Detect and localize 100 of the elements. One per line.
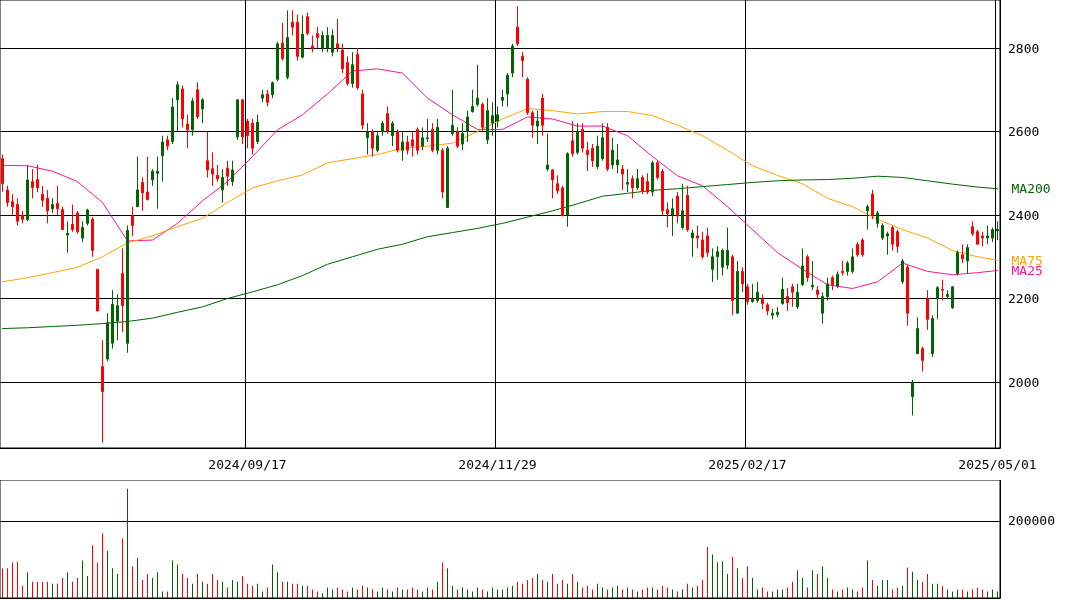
candlestick (411, 131, 414, 158)
candlestick (471, 89, 474, 114)
candlestick (951, 285, 954, 310)
candlestick (871, 189, 874, 220)
candlestick (81, 220, 84, 243)
candlestick (431, 122, 434, 153)
candlestick (771, 308, 774, 320)
candlestick (206, 131, 209, 178)
candlestick (941, 279, 944, 302)
candlestick (591, 143, 594, 168)
candlestick (1, 153, 4, 193)
candlestick (461, 122, 464, 151)
candlestick (906, 264, 909, 327)
candlestick (171, 97, 174, 145)
candlestick (576, 122, 579, 155)
candlestick (971, 220, 974, 237)
candlestick (456, 126, 459, 149)
candlestick (851, 247, 854, 274)
candlestick (61, 206, 64, 231)
x-tick-label: 2024/11/29 (458, 457, 537, 472)
candlestick (546, 133, 549, 172)
candlestick (761, 293, 764, 310)
candlestick (201, 97, 204, 124)
candlestick (31, 168, 34, 199)
candlestick (51, 197, 54, 214)
x-tick-label: 2024/09/17 (208, 457, 287, 472)
candlestick (676, 191, 679, 224)
candlestick (76, 210, 79, 235)
candlestick (541, 93, 544, 137)
candlestick (536, 110, 539, 145)
line-series (2, 108, 998, 283)
candlestick (46, 189, 49, 224)
candlestick (446, 145, 449, 209)
candlestick (371, 128, 374, 158)
candlestick (86, 208, 89, 226)
candlestick (801, 247, 804, 287)
series-label: MA200 (1011, 181, 1051, 197)
candlestick (211, 151, 214, 187)
candlestick (776, 306, 779, 318)
candlestick (646, 172, 649, 195)
candlestick (426, 118, 429, 143)
y-tick-label: 200000 (1008, 513, 1055, 529)
candlestick (751, 283, 754, 304)
candlestick (66, 220, 69, 254)
candlestick (466, 110, 469, 143)
candlestick (136, 156, 139, 208)
candlestick (91, 216, 94, 258)
candlestick (36, 164, 39, 193)
candlestick (706, 227, 709, 258)
candlestick (146, 156, 149, 201)
candlestick (726, 227, 729, 270)
candlestick (96, 268, 99, 312)
y-tick-label: 2000 (1008, 374, 1040, 390)
y-tick-label: 2400 (1008, 207, 1040, 223)
candlestick (141, 176, 144, 212)
candlestick (196, 81, 199, 120)
candlestick (816, 285, 819, 300)
candlestick (926, 289, 929, 331)
candlestick (981, 231, 984, 247)
candlestick (561, 185, 564, 217)
candlestick (496, 105, 499, 128)
candlestick (961, 243, 964, 264)
candlestick (876, 210, 879, 229)
candlestick (696, 224, 699, 249)
candlestick (381, 120, 384, 137)
candlestick (326, 26, 329, 53)
candlestick (356, 47, 359, 91)
candlestick (521, 51, 524, 78)
candlestick (296, 14, 299, 62)
candlestick (261, 89, 264, 103)
candlestick (156, 156, 159, 210)
candlestick (966, 243, 969, 274)
candlestick (56, 185, 59, 216)
candlestick (291, 9, 294, 36)
candlestick (821, 291, 824, 325)
candlestick (911, 379, 914, 416)
candlestick (341, 43, 344, 74)
y-tick-label: 2200 (1008, 291, 1040, 307)
candlestick (226, 160, 229, 187)
candlestick (756, 281, 759, 304)
candlestick (721, 247, 724, 277)
candlestick (26, 164, 29, 222)
y-tick-label: 2800 (1008, 40, 1040, 56)
candlestick (586, 141, 589, 172)
candlestick (221, 168, 224, 203)
candlestick (931, 314, 934, 358)
candlestick (396, 128, 399, 153)
candlestick (166, 135, 169, 151)
candlestick (476, 64, 479, 107)
candlestick (621, 164, 624, 191)
candlestick (241, 99, 244, 145)
candlestick (601, 122, 604, 162)
candlestick (21, 210, 24, 224)
candlestick (316, 26, 319, 49)
candlestick (741, 266, 744, 293)
candlestick (306, 12, 309, 36)
candlestick (956, 250, 959, 277)
candlestick (516, 5, 519, 47)
candlestick (436, 118, 439, 155)
candlestick (161, 135, 164, 183)
